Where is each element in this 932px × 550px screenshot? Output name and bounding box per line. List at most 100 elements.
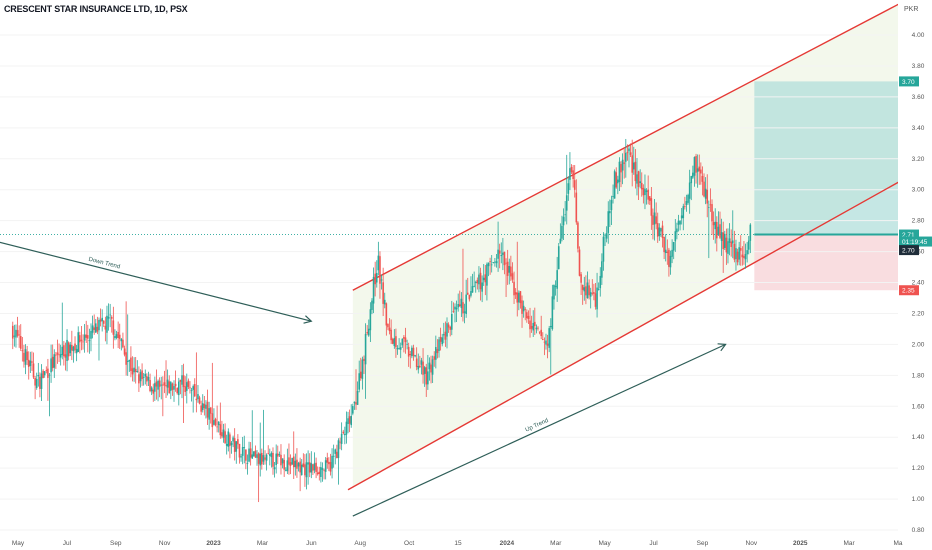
candle <box>688 169 691 214</box>
candle-body <box>87 335 89 339</box>
candle-body <box>441 337 444 345</box>
candle-body <box>85 334 88 338</box>
candle <box>645 188 648 205</box>
candle-body <box>197 394 199 400</box>
down-trend-arrow[interactable]: Down Trend <box>0 236 313 324</box>
candle-body <box>612 196 614 197</box>
candle-body <box>486 264 488 286</box>
candle-body <box>738 247 740 260</box>
candle-body <box>601 261 603 278</box>
candle-body <box>610 200 613 211</box>
price-tick-label: 3.20 <box>912 156 925 163</box>
candle <box>286 448 289 475</box>
time-axis[interactable]: May Jul Sep Nov 2023 Mar Jun Aug Oct 15 2024 Mar May… <box>0 536 932 550</box>
candle <box>63 341 65 366</box>
candle-body <box>436 349 439 354</box>
time-tick-label: Mar <box>550 540 562 547</box>
candle <box>32 352 35 379</box>
candle-body <box>98 320 100 331</box>
time-tick-label: Oct <box>404 540 414 547</box>
candle <box>80 325 83 351</box>
candle <box>690 175 693 201</box>
candle-body <box>359 371 362 379</box>
candle <box>569 152 571 191</box>
candle-body <box>652 215 654 225</box>
candle <box>696 154 699 188</box>
candle <box>118 323 121 350</box>
candle-body <box>29 360 32 367</box>
price-badge-text: 2.71 <box>902 232 915 239</box>
candle-body <box>13 335 16 337</box>
candle <box>609 199 611 227</box>
candle-body <box>422 361 424 375</box>
candle <box>492 262 495 264</box>
candle-body <box>414 355 416 357</box>
candle-body <box>490 264 493 266</box>
grid-layer <box>0 34 898 531</box>
candle <box>50 344 52 383</box>
channel-lower-line[interactable] <box>347 181 900 491</box>
candle <box>486 262 488 301</box>
candle <box>193 378 196 398</box>
candle-body <box>50 358 52 373</box>
candle <box>716 216 718 252</box>
candle <box>268 448 271 466</box>
candle-body <box>420 360 423 365</box>
candle <box>115 330 118 340</box>
candle <box>556 256 558 302</box>
candle <box>142 373 145 386</box>
candle-body <box>714 221 717 230</box>
candle-body <box>342 431 345 434</box>
candle <box>304 454 306 487</box>
candle <box>184 376 186 396</box>
candle <box>615 167 618 189</box>
candle-body <box>377 255 380 271</box>
candle-body <box>16 330 19 336</box>
candle-body <box>109 314 111 316</box>
candle-body <box>257 453 260 464</box>
candle <box>67 341 70 361</box>
candle <box>454 303 456 323</box>
candle <box>575 179 578 225</box>
candle-body <box>430 364 432 373</box>
candle <box>53 349 56 378</box>
target-zone[interactable] <box>754 81 899 235</box>
candle <box>723 230 726 251</box>
price-axis[interactable]: 4.003.803.603.403.203.002.802.602.402.20… <box>898 0 932 550</box>
candle-body <box>315 462 317 472</box>
candle-body <box>433 356 436 360</box>
candle-body <box>723 233 726 248</box>
price-tick-label: 3.60 <box>912 94 925 101</box>
candle-body <box>435 347 437 360</box>
candle <box>436 339 439 359</box>
candle-body <box>24 349 27 365</box>
candle-body <box>237 439 239 445</box>
candle <box>340 422 343 451</box>
candle-body <box>326 457 329 463</box>
candle <box>241 436 244 465</box>
candle <box>254 445 257 458</box>
price-badge-bg <box>899 76 919 87</box>
candle-body <box>383 299 386 305</box>
candle-body <box>401 338 404 346</box>
candle-body <box>674 231 677 242</box>
candle-body <box>637 171 640 187</box>
candle <box>521 295 523 328</box>
candle <box>398 338 400 350</box>
candle <box>74 336 76 354</box>
time-tick-label: 2025 <box>793 540 808 547</box>
candle-body <box>679 221 681 225</box>
candle-body <box>66 339 68 361</box>
candle <box>34 375 36 400</box>
stop-zone[interactable] <box>754 234 899 291</box>
candle <box>390 319 392 344</box>
candle <box>602 232 605 271</box>
candle-body <box>203 403 206 409</box>
candle <box>329 453 332 476</box>
candle-body <box>731 240 734 244</box>
candle-body <box>668 249 670 267</box>
candle-body <box>336 451 338 459</box>
